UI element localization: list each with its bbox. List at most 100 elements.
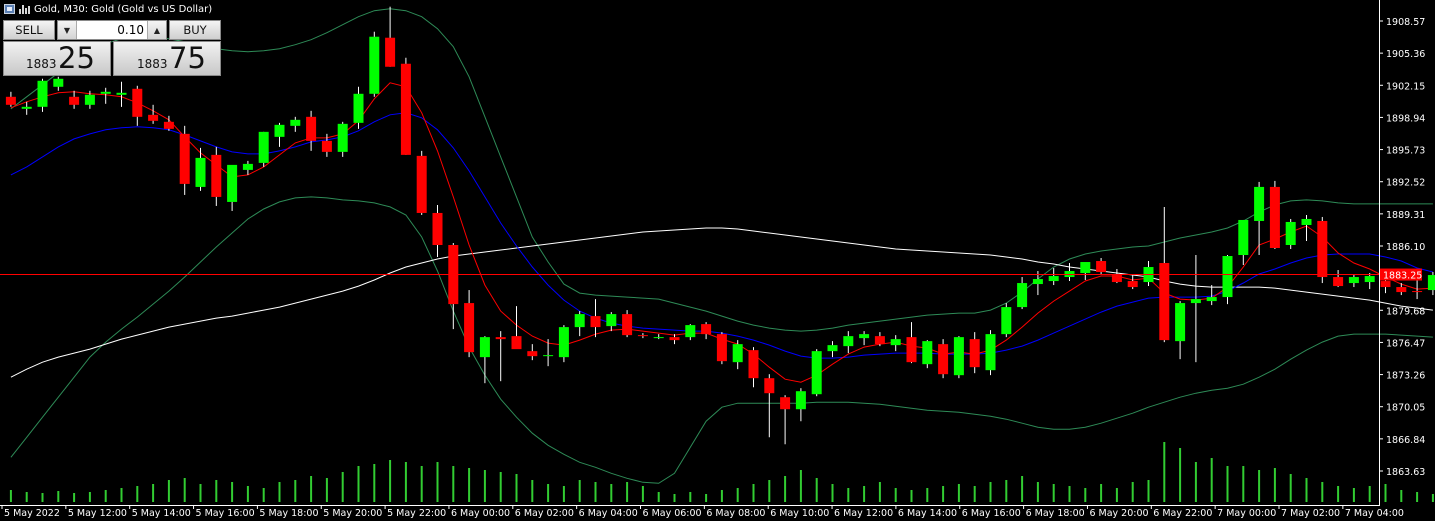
price-axis: 1908.57 1905.36 1902.15 1898.94 1895.73 1892.… — [1379, 0, 1425, 506]
volume-bar — [483, 470, 486, 502]
bear-candle — [511, 336, 522, 350]
bear-candle — [495, 337, 506, 340]
time-tick-label: 5 May 2022 — [4, 508, 60, 519]
bull-candle — [1285, 221, 1296, 245]
volume-bar — [341, 472, 344, 502]
lot-decrease-icon[interactable]: ▼ — [58, 21, 77, 39]
bear-candle — [306, 116, 317, 141]
time-tick-label: 7 May 00:00 — [1217, 508, 1276, 519]
volume-bar — [720, 490, 723, 502]
volume-bar — [1021, 476, 1024, 502]
price-tick-label: 1908.57 — [1386, 17, 1425, 28]
time-tick-label: 6 May 22:00 — [1153, 508, 1212, 519]
bull-candle — [1254, 186, 1265, 221]
volume-bar — [1352, 488, 1355, 502]
volume-bar — [752, 484, 755, 502]
bear-candle — [590, 316, 601, 328]
volume-bar — [1210, 458, 1213, 502]
time-tick-label: 7 May 04:00 — [1345, 508, 1404, 519]
volume-bar — [404, 462, 407, 502]
chart-title-row: Gold, M30: Gold (Gold vs US Dollar) — [4, 2, 212, 16]
bear-candle — [1127, 281, 1138, 288]
volume-bar — [325, 478, 328, 502]
bear-candle — [906, 337, 917, 363]
bull-candle — [53, 78, 64, 87]
bid-price-label: 1883.25 — [1383, 271, 1422, 282]
volume-bar — [373, 464, 376, 502]
bear-candle — [874, 336, 885, 345]
bull-candle — [195, 157, 206, 187]
price-tick-label: 1886.10 — [1386, 242, 1425, 253]
bull-candle — [258, 131, 269, 163]
one-click-trading-panel: SELL ▼ 0.10 ▲ BUY 1883 25 1883 75 — [3, 19, 222, 76]
bull-candle — [653, 337, 664, 339]
window-menu-icon[interactable] — [4, 4, 15, 14]
time-tick-label: 5 May 22:00 — [387, 508, 446, 519]
volume-bar — [136, 486, 139, 502]
volume-bar — [262, 488, 265, 502]
volume-bar — [246, 486, 249, 502]
sell-price-button[interactable]: 1883 25 — [3, 41, 111, 76]
lot-increase-icon[interactable]: ▲ — [147, 21, 166, 39]
volume-bar — [183, 478, 186, 502]
volume-bar — [231, 482, 234, 502]
buy-price-pips: 75 — [169, 41, 206, 75]
volume-bar — [1384, 484, 1387, 502]
volume-bar — [594, 482, 597, 502]
volume-bar — [626, 482, 629, 502]
bull-candle — [1301, 218, 1312, 225]
buy-price-prefix: 1883 — [137, 57, 168, 71]
bull-candle — [1427, 275, 1435, 291]
bull-candle — [274, 124, 285, 137]
bull-candle — [290, 119, 301, 126]
volume-bar — [1194, 462, 1197, 502]
volume-bar — [547, 484, 550, 502]
time-tick-label: 5 May 12:00 — [68, 508, 127, 519]
volume-bar — [41, 493, 44, 502]
price-tick-label: 1879.68 — [1386, 306, 1425, 317]
bear-candle — [432, 212, 443, 245]
bear-candle — [69, 96, 80, 105]
current-price-line: 1883.25 — [0, 268, 1422, 282]
bar-chart-icon[interactable] — [19, 4, 30, 14]
volume-bar — [894, 488, 897, 502]
lot-size-field[interactable]: ▼ 0.10 ▲ — [57, 20, 167, 40]
volume-bar — [910, 490, 913, 502]
volume-bar — [989, 482, 992, 502]
bull-candle — [353, 93, 364, 123]
bull-candle — [1064, 271, 1075, 278]
lot-size-value[interactable]: 0.10 — [117, 23, 144, 37]
volume-bar — [1005, 480, 1008, 502]
bull-candle — [985, 334, 996, 371]
bull-candle — [1080, 262, 1091, 274]
buy-price-button[interactable]: 1883 75 — [113, 41, 221, 76]
bear-candle — [5, 96, 16, 105]
bull-candle — [1348, 277, 1359, 284]
bear-candle — [148, 114, 159, 121]
volume-bar — [768, 480, 771, 502]
bear-candle — [1317, 220, 1328, 278]
bear-candle — [1380, 281, 1391, 288]
volume-bar — [1368, 486, 1371, 502]
volume-bar — [1052, 484, 1055, 502]
volume-bar — [294, 480, 297, 502]
volume-bar — [278, 482, 281, 502]
time-tick-label: 6 May 20:00 — [1089, 508, 1148, 519]
volume-bar — [641, 486, 644, 502]
volume-bar — [673, 494, 676, 502]
time-tick-label: 6 May 02:00 — [515, 508, 574, 519]
buy-button[interactable]: BUY — [169, 20, 221, 40]
bear-candle — [1111, 275, 1122, 283]
volume-bar — [1273, 468, 1276, 502]
bull-candle — [1222, 256, 1233, 298]
bear-candle — [416, 155, 427, 213]
price-tick-label: 1876.47 — [1386, 338, 1425, 349]
sell-button[interactable]: SELL — [3, 20, 55, 40]
time-tick-label: 5 May 20:00 — [323, 508, 382, 519]
volume-bar — [1431, 494, 1434, 502]
bear-candle — [969, 339, 980, 368]
bear-candle — [400, 63, 411, 155]
price-tick-label: 1905.36 — [1386, 49, 1425, 60]
volume-bar — [705, 494, 708, 502]
